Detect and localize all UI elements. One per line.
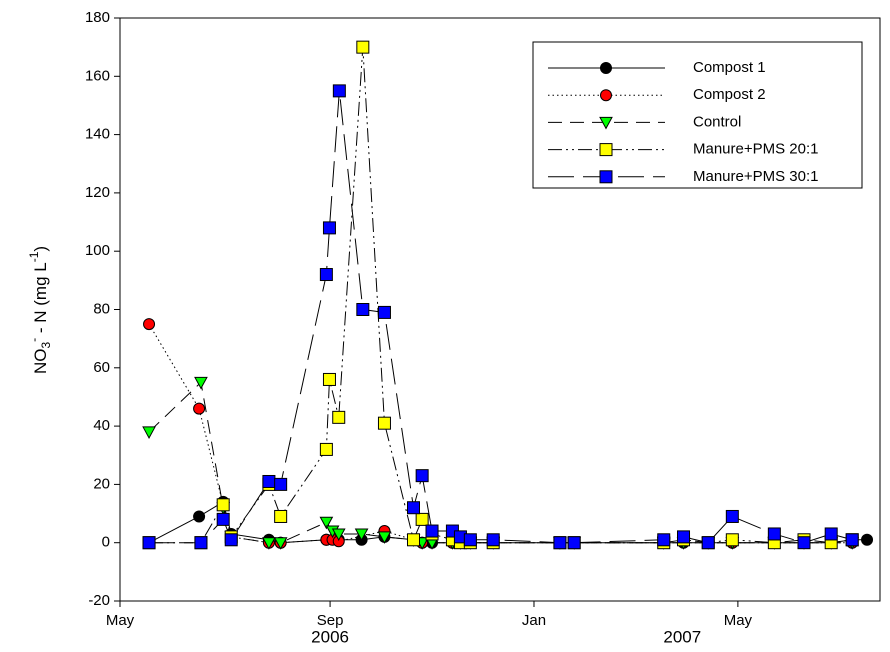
legend-label: Manure+PMS 30:1 bbox=[693, 168, 819, 185]
marker bbox=[322, 372, 336, 386]
y-label-part: -1 bbox=[27, 251, 41, 262]
y-tick-label: 40 bbox=[93, 417, 110, 434]
y-tick-label: 0 bbox=[102, 534, 110, 551]
y-label-part: NO bbox=[31, 349, 50, 375]
legend-marker bbox=[600, 62, 612, 74]
y-label-part: - N (mg L bbox=[31, 262, 50, 338]
y-tick-label: 180 bbox=[85, 9, 110, 26]
series-line bbox=[148, 323, 853, 544]
marker bbox=[725, 509, 739, 523]
y-tick-label: -20 bbox=[88, 592, 110, 609]
marker bbox=[486, 533, 500, 547]
marker bbox=[262, 537, 276, 550]
y-label-part: - bbox=[27, 338, 41, 342]
series-line bbox=[148, 381, 853, 544]
marker bbox=[767, 527, 781, 541]
y-tick-label: 160 bbox=[85, 67, 110, 84]
legend-box bbox=[532, 41, 863, 189]
marker bbox=[319, 442, 333, 456]
marker bbox=[701, 536, 715, 550]
marker bbox=[824, 527, 838, 541]
marker bbox=[657, 533, 671, 547]
marker bbox=[193, 510, 206, 523]
marker bbox=[262, 474, 276, 488]
marker bbox=[463, 533, 477, 547]
marker bbox=[332, 410, 346, 424]
year-label: 2006 bbox=[311, 627, 349, 646]
legend-label: Compost 1 bbox=[693, 59, 766, 76]
x-tick-label: May bbox=[724, 612, 753, 629]
y-tick-label: 120 bbox=[85, 184, 110, 201]
y-tick-label: 100 bbox=[85, 242, 110, 259]
marker bbox=[415, 512, 429, 526]
marker bbox=[194, 376, 208, 390]
marker bbox=[356, 40, 370, 54]
marker bbox=[322, 221, 336, 235]
marker bbox=[224, 533, 238, 547]
marker bbox=[797, 536, 811, 550]
marker bbox=[319, 268, 333, 282]
y-axis-label: NO3- - N (mg L-1) bbox=[27, 246, 53, 374]
legend-label: Control bbox=[693, 113, 741, 130]
marker bbox=[861, 533, 874, 546]
legend-label: Manure+PMS 20:1 bbox=[693, 141, 819, 158]
marker bbox=[377, 531, 392, 544]
marker bbox=[377, 305, 391, 319]
y-tick-label: 140 bbox=[85, 126, 110, 143]
marker bbox=[677, 530, 691, 544]
marker bbox=[332, 84, 346, 98]
y-label-part: 3 bbox=[39, 342, 53, 349]
year-label: 2007 bbox=[663, 627, 701, 646]
marker bbox=[415, 469, 429, 483]
legend-marker bbox=[600, 89, 612, 102]
y-tick-label: 80 bbox=[93, 300, 110, 317]
marker bbox=[406, 533, 420, 547]
y-label-part: ) bbox=[31, 246, 50, 252]
marker bbox=[274, 509, 288, 523]
marker bbox=[331, 528, 346, 541]
x-tick-label: May bbox=[106, 612, 135, 629]
marker bbox=[216, 512, 230, 526]
legend-label: Compost 2 bbox=[693, 86, 766, 103]
marker bbox=[143, 318, 156, 331]
marker bbox=[356, 303, 370, 316]
marker bbox=[354, 528, 369, 541]
marker bbox=[274, 477, 288, 491]
legend-marker bbox=[599, 170, 613, 184]
marker bbox=[194, 536, 208, 550]
marker bbox=[406, 501, 420, 515]
marker bbox=[142, 536, 156, 550]
marker bbox=[273, 537, 288, 550]
y-tick-label: 60 bbox=[93, 359, 110, 376]
marker bbox=[553, 536, 567, 550]
y-tick-label: 20 bbox=[93, 475, 110, 492]
marker bbox=[567, 536, 581, 550]
x-tick-label: Jan bbox=[522, 612, 546, 629]
marker bbox=[425, 524, 439, 538]
marker bbox=[377, 416, 391, 430]
marker bbox=[845, 533, 859, 547]
x-tick-label: Sep bbox=[317, 612, 344, 629]
marker bbox=[142, 426, 156, 439]
series-line bbox=[148, 501, 868, 544]
legend-marker bbox=[599, 143, 613, 157]
marker bbox=[725, 533, 739, 547]
marker bbox=[319, 516, 334, 530]
legend-marker bbox=[599, 116, 613, 130]
marker bbox=[193, 402, 206, 415]
series-line bbox=[149, 47, 853, 544]
marker bbox=[216, 498, 230, 512]
